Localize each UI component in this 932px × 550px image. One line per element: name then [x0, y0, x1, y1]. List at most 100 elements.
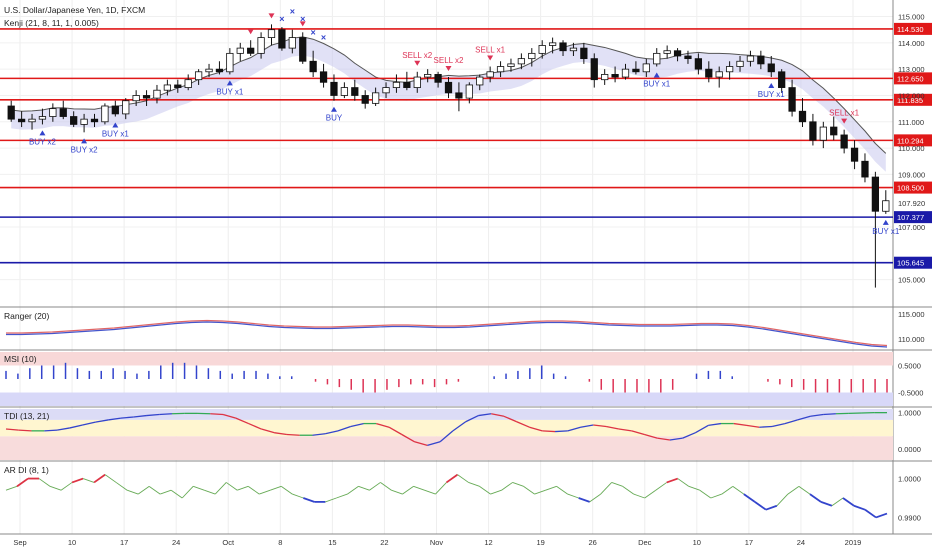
candle[interactable]: [632, 68, 640, 73]
candle[interactable]: [840, 134, 848, 149]
candle[interactable]: [434, 74, 442, 83]
candle[interactable]: [413, 76, 421, 88]
candle[interactable]: [174, 84, 182, 88]
candle[interactable]: [819, 126, 827, 141]
support-level-tag: [894, 211, 932, 224]
candle[interactable]: [392, 81, 401, 88]
price-pane[interactable]: 114.530 112.650 111.835 110.294 108.500 107.3…: [0, 6, 932, 300]
candle[interactable]: [142, 95, 151, 99]
ardi-segment: [82, 478, 95, 483]
candle[interactable]: [861, 160, 869, 178]
candle[interactable]: [642, 63, 650, 73]
candle[interactable]: [226, 52, 234, 73]
candle[interactable]: [351, 87, 359, 96]
candle[interactable]: [590, 58, 598, 81]
candle[interactable]: [882, 200, 890, 212]
candle[interactable]: [569, 47, 578, 52]
candle[interactable]: [247, 47, 255, 54]
y-tick-label: 112.000: [898, 91, 925, 100]
candle[interactable]: [299, 37, 307, 62]
candle[interactable]: [798, 110, 807, 123]
candle[interactable]: [184, 79, 192, 88]
candle[interactable]: [705, 68, 713, 78]
candle[interactable]: [17, 118, 26, 123]
candle[interactable]: [455, 92, 463, 99]
support-level-label: 105.645: [897, 259, 924, 268]
candle[interactable]: [194, 71, 203, 81]
candle[interactable]: [257, 37, 265, 54]
candle[interactable]: [528, 52, 536, 60]
candle[interactable]: [49, 108, 57, 117]
candle[interactable]: [38, 116, 47, 120]
candle[interactable]: [340, 87, 349, 96]
candle[interactable]: [288, 37, 296, 49]
candle[interactable]: [122, 100, 130, 115]
candle[interactable]: [236, 47, 244, 54]
candle[interactable]: [496, 66, 505, 73]
candle[interactable]: [153, 89, 161, 99]
candle[interactable]: [663, 50, 671, 54]
candle[interactable]: [70, 116, 78, 125]
candle[interactable]: [507, 63, 515, 67]
ardi-segment: [115, 482, 128, 491]
candle[interactable]: [684, 55, 692, 60]
indicator-title: AR DI (8, 1): [4, 465, 49, 475]
candle[interactable]: [725, 66, 734, 73]
candle[interactable]: [788, 87, 796, 112]
candle[interactable]: [580, 47, 588, 60]
candle[interactable]: [90, 118, 99, 123]
ardi-segment: [721, 485, 734, 495]
ardi-segment: [677, 478, 690, 487]
candle[interactable]: [465, 84, 473, 99]
candle[interactable]: [330, 81, 338, 96]
candle[interactable]: [809, 121, 817, 141]
candle[interactable]: [621, 68, 630, 78]
candle[interactable]: [746, 55, 755, 62]
buy-arrow-icon: [768, 83, 775, 89]
candle[interactable]: [28, 118, 36, 123]
candle[interactable]: [132, 95, 140, 102]
candle[interactable]: [486, 71, 494, 78]
candle[interactable]: [319, 71, 328, 83]
candle[interactable]: [476, 76, 484, 86]
candle[interactable]: [715, 71, 723, 78]
candle[interactable]: [548, 42, 557, 46]
candle[interactable]: [538, 45, 546, 54]
candle[interactable]: [673, 50, 682, 57]
candle[interactable]: [101, 105, 109, 123]
indicator-panes[interactable]: Ranger (20) MSI (10) TDI (13, 21) AR DI (8,…: [0, 311, 893, 519]
candle[interactable]: [694, 58, 703, 70]
candle[interactable]: [601, 74, 609, 81]
tdi-segment: [708, 422, 722, 427]
candle[interactable]: [371, 92, 380, 104]
candle[interactable]: [850, 147, 859, 162]
candle[interactable]: [830, 126, 838, 136]
candle[interactable]: [653, 52, 661, 65]
candle[interactable]: [309, 60, 317, 73]
candle[interactable]: [778, 71, 786, 88]
candle[interactable]: [80, 118, 88, 125]
candle[interactable]: [59, 108, 67, 117]
candle[interactable]: [757, 55, 765, 65]
candle[interactable]: [403, 81, 411, 88]
candle[interactable]: [111, 105, 119, 115]
candle[interactable]: [215, 68, 224, 73]
candle[interactable]: [163, 84, 172, 91]
candle[interactable]: [424, 74, 432, 78]
candle[interactable]: [267, 29, 276, 38]
candle[interactable]: [205, 68, 213, 73]
candle[interactable]: [559, 42, 567, 52]
candle[interactable]: [444, 81, 453, 94]
tdi-upper-zone: [0, 409, 893, 420]
candle[interactable]: [278, 29, 286, 49]
candle[interactable]: [361, 95, 369, 104]
candle[interactable]: [382, 87, 390, 94]
candle[interactable]: [611, 74, 619, 78]
candle[interactable]: [767, 63, 775, 73]
candle[interactable]: [871, 176, 880, 212]
candle[interactable]: [736, 60, 744, 67]
candle[interactable]: [517, 58, 526, 65]
candle[interactable]: [7, 105, 15, 120]
ardi-segment: [413, 485, 425, 491]
